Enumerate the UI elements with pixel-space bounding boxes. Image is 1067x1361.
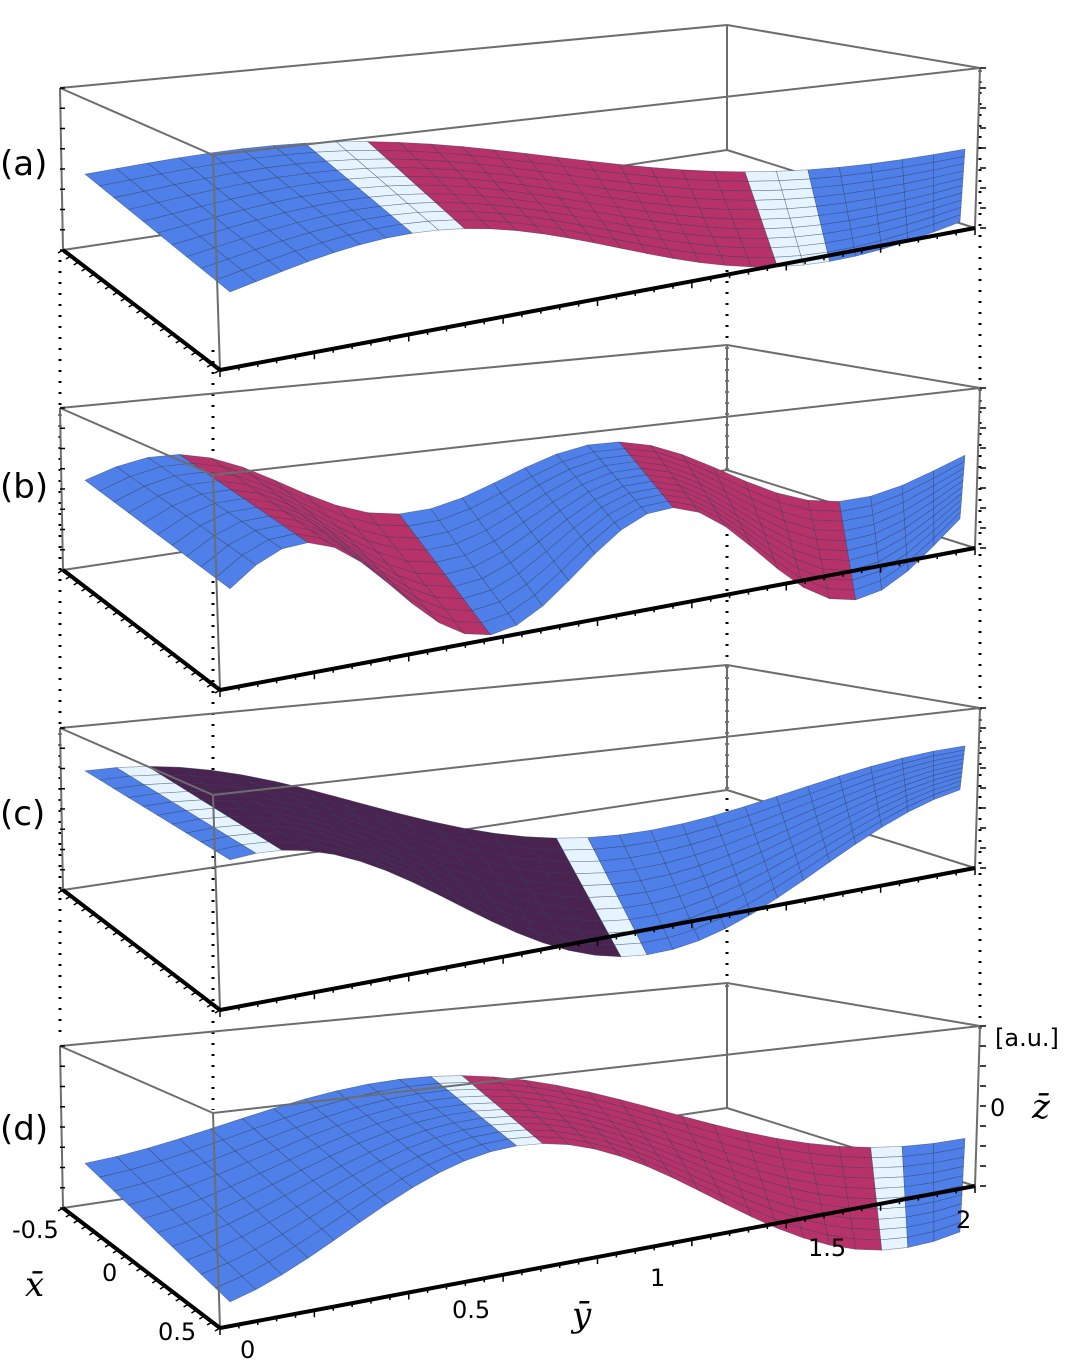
y-tick-0.5: 0.5 — [452, 1296, 490, 1324]
y-tick-1.5: 1.5 — [808, 1234, 846, 1262]
z-tick-0: 0 — [990, 1094, 1005, 1122]
z-unit-label: [a.u.] — [995, 1024, 1059, 1052]
y-tick-0: 0 — [240, 1336, 255, 1361]
surface-panels — [57, 24, 986, 1335]
panel-label-d: (d) — [0, 1109, 48, 1149]
panel-a-plot — [57, 24, 986, 377]
panel-label-a: (a) — [0, 144, 47, 184]
panel-label-c: (c) — [0, 794, 45, 834]
panel-c-plot — [57, 664, 986, 1017]
panel-d-plot — [57, 982, 986, 1335]
panel-label-b: (b) — [0, 467, 48, 507]
x-tick-0.5: 0.5 — [158, 1318, 196, 1346]
panel-b-plot — [57, 344, 986, 697]
x-tick-0: 0 — [102, 1259, 117, 1287]
dotted-guides — [58, 70, 982, 1110]
x-tick-minus-0.5: -0.5 — [12, 1216, 59, 1244]
x-axis-symbol: x̄ — [25, 1265, 44, 1305]
z-axis-symbol: z̄ — [1031, 1087, 1051, 1127]
y-tick-2: 2 — [956, 1206, 971, 1234]
y-axis-symbol: ȳ — [570, 1295, 592, 1335]
y-tick-1: 1 — [650, 1264, 665, 1292]
